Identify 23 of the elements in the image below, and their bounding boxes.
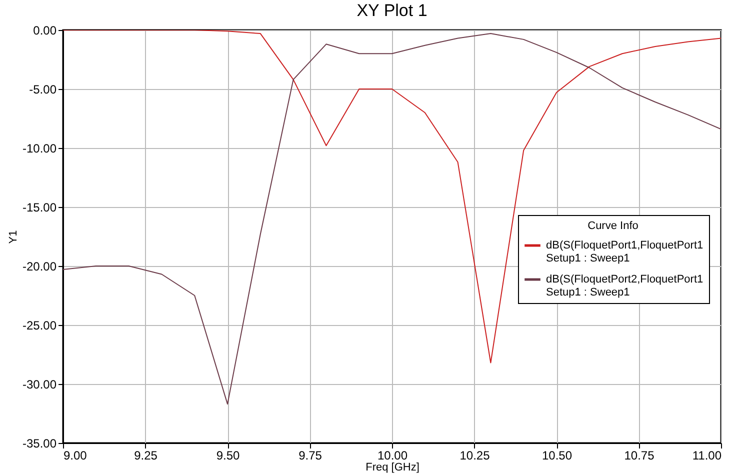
- x-tick-label: 11.00: [692, 448, 722, 462]
- y-tick-label: -15.00: [22, 200, 57, 214]
- y-tick-label: -25.00: [22, 318, 57, 332]
- x-tick-label: 10.75: [624, 448, 655, 462]
- y-tick-label: -10.00: [22, 142, 57, 156]
- x-tick-label: 10.00: [377, 448, 408, 462]
- y-axis-title: Y1: [7, 230, 20, 244]
- legend-title: Curve Info: [588, 220, 638, 232]
- y-tick-label: -5.00: [29, 82, 57, 96]
- y-tick-label: -35.00: [22, 436, 57, 450]
- legend-label: dB(S(FloquetPort2,FloquetPort1 Setup1 : Sweep1: [546, 274, 704, 298]
- y-tick-label: -30.00: [22, 378, 57, 392]
- x-tick-label: 9.00: [64, 448, 88, 462]
- x-tick-label: 10.25: [460, 448, 490, 462]
- y-tick-label: -20.00: [22, 260, 57, 274]
- legend-label: dB(S(FloquetPort1,FloquetPort1 Setup1 : Sweep1: [546, 240, 704, 264]
- x-tick-label: 9.25: [134, 448, 158, 462]
- x-tick-label: 9.50: [216, 448, 240, 462]
- x-axis-title: Freq [GHz]: [366, 462, 420, 474]
- x-tick-label: 9.75: [298, 448, 322, 462]
- y-tick-label: 0.00: [33, 24, 57, 38]
- x-tick-label: 10.50: [542, 448, 572, 462]
- chart-title: XY Plot 1: [356, 1, 428, 20]
